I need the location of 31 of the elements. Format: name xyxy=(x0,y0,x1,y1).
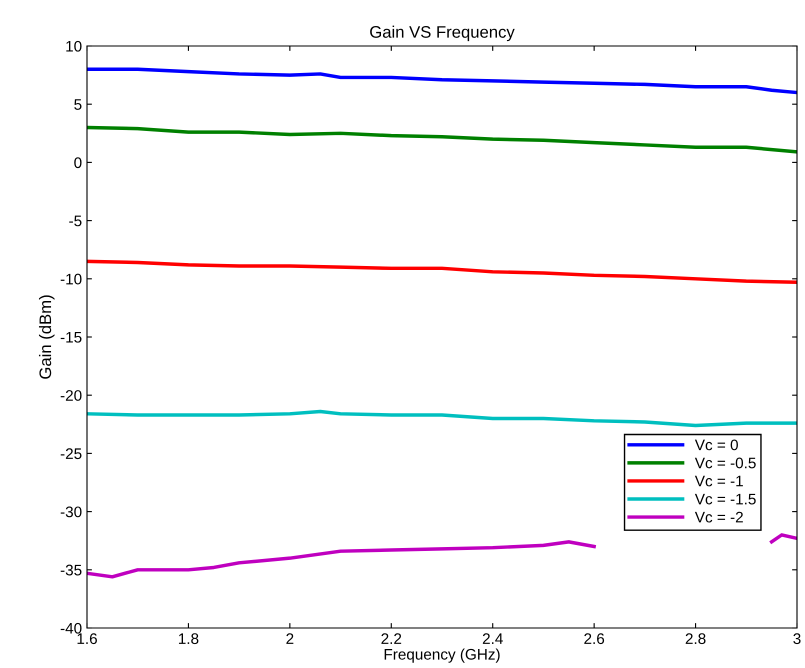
legend-label: Vc = -0.5 xyxy=(694,458,756,468)
line-series xyxy=(87,68,797,94)
legend-label: Vc = -2 xyxy=(694,512,743,523)
x-tick-label: 1.8 xyxy=(178,633,198,644)
y-tick-label: -40 xyxy=(60,622,82,634)
y-tick-label: -15 xyxy=(60,332,82,343)
x-tick-label: 2.6 xyxy=(584,633,604,644)
y-tick-label: -30 xyxy=(60,506,82,518)
x-axis-title: Frequency (GHz) xyxy=(384,648,500,663)
y-tick-label: -25 xyxy=(60,448,82,460)
y-tick-label: -5 xyxy=(69,216,82,226)
x-tick-label: 2.8 xyxy=(686,633,706,644)
y-tick-label: 0 xyxy=(74,157,82,168)
y-tick-label: -10 xyxy=(60,274,82,284)
chart-title: Gain VS Frequency xyxy=(370,26,515,42)
y-tick-label: -20 xyxy=(60,390,82,401)
line-series xyxy=(87,410,797,428)
y-tick-label: 10 xyxy=(66,40,82,52)
legend-label: Vc = -1 xyxy=(694,476,743,486)
x-tick-label: 2 xyxy=(286,633,294,644)
legend-label: Vc = -1.5 xyxy=(694,494,756,504)
y-axis-title: Gain (dBm) xyxy=(38,295,54,379)
line-series xyxy=(87,126,797,154)
x-tick-label: 1.6 xyxy=(78,633,97,644)
x-tick-label: 3 xyxy=(793,633,801,644)
x-tick-label: 2.2 xyxy=(381,633,402,644)
legend-label: Vc = 0 xyxy=(694,439,738,450)
y-tick-label: -35 xyxy=(60,564,82,576)
line-series xyxy=(87,260,797,284)
x-tick-label: 2.4 xyxy=(482,633,503,644)
y-tick-label: 5 xyxy=(74,99,82,110)
